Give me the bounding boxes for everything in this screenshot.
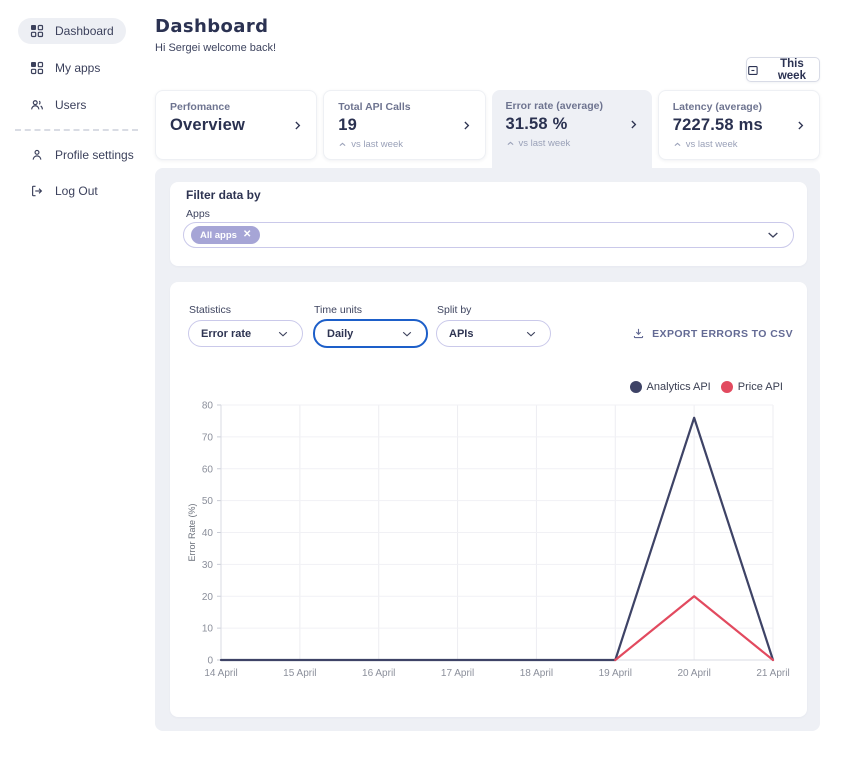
svg-text:0: 0 xyxy=(207,656,213,667)
chevron-right-icon xyxy=(460,119,473,132)
dashboard-app: Dashboard My apps Users Profile settings xyxy=(0,0,852,782)
this-week-label: This week xyxy=(765,58,819,82)
sidebar-item-label: Users xyxy=(55,98,86,112)
card-delta-label: vs last week xyxy=(519,138,571,149)
chip-label: All apps xyxy=(200,230,237,241)
chevron-down-icon xyxy=(276,327,290,341)
time-units-select[interactable]: Daily xyxy=(313,319,428,348)
time-units-label: Time units xyxy=(314,304,362,316)
download-icon xyxy=(632,327,645,340)
sidebar-item-users[interactable]: Users xyxy=(18,92,98,118)
sidebar-item-label: Profile settings xyxy=(55,148,134,162)
statistics-label: Statistics xyxy=(189,304,231,316)
chevron-right-icon xyxy=(627,118,640,131)
svg-text:30: 30 xyxy=(202,560,214,571)
export-csv-label: EXPORT ERRORS TO CSV xyxy=(652,328,793,340)
svg-text:15 April: 15 April xyxy=(283,668,316,679)
card-value: 7227.58 ms xyxy=(673,116,789,135)
grid-icon xyxy=(30,61,44,75)
svg-text:20 April: 20 April xyxy=(677,668,710,679)
split-by-select[interactable]: APIs xyxy=(436,320,551,347)
sidebar-item-profile-settings[interactable]: Profile settings xyxy=(18,142,146,168)
statistics-select[interactable]: Error rate xyxy=(188,320,303,347)
sidebar-item-label: My apps xyxy=(55,61,100,75)
card-label: Total API Calls xyxy=(338,101,454,113)
card-label: Latency (average) xyxy=(673,101,789,113)
svg-text:10: 10 xyxy=(202,624,214,635)
apps-label: Apps xyxy=(186,208,210,220)
card-label: Perfomance xyxy=(170,101,286,113)
stat-cards-row: Perfomance Overview Total API Calls 19 v… xyxy=(155,90,820,168)
card-delta: vs last week xyxy=(338,139,454,150)
statistics-card: Statistics Error rate Time units Daily S… xyxy=(170,282,807,717)
svg-text:14 April: 14 April xyxy=(204,668,237,679)
calendar-icon xyxy=(747,64,759,76)
card-label: Error rate (average) xyxy=(506,100,622,112)
error-rate-line-chart: 14 April 15 April 16 April 17 April 18 April… xyxy=(183,375,803,685)
split-by-value: APIs xyxy=(449,328,473,340)
sidebar-item-label: Dashboard xyxy=(55,24,114,38)
sidebar-item-dashboard[interactable]: Dashboard xyxy=(18,18,126,44)
card-value: 19 xyxy=(338,116,454,135)
caret-up-icon xyxy=(673,140,682,149)
svg-text:Error Rate (%): Error Rate (%) xyxy=(187,503,197,561)
sidebar-divider xyxy=(15,129,138,131)
card-total-api-calls[interactable]: Total API Calls 19 vs last week xyxy=(323,90,485,160)
card-delta-label: vs last week xyxy=(686,139,738,150)
all-apps-chip: All apps ✕ xyxy=(191,226,260,244)
chevron-down-icon xyxy=(765,227,781,243)
split-by-label: Split by xyxy=(437,304,471,316)
users-icon xyxy=(30,98,44,112)
chevron-right-icon xyxy=(291,119,304,132)
card-performance-overview[interactable]: Perfomance Overview xyxy=(155,90,317,160)
chevron-down-icon xyxy=(400,327,414,341)
sidebar: Dashboard My apps Users Profile settings xyxy=(0,0,155,782)
caret-up-icon xyxy=(338,140,347,149)
svg-text:70: 70 xyxy=(202,432,214,443)
card-delta-label: vs last week xyxy=(351,139,403,150)
person-icon xyxy=(30,148,44,162)
svg-text:16 April: 16 April xyxy=(362,668,395,679)
page-title: Dashboard xyxy=(155,16,268,37)
grid-icon xyxy=(30,24,44,38)
svg-text:17 April: 17 April xyxy=(441,668,474,679)
sidebar-item-my-apps[interactable]: My apps xyxy=(18,55,112,81)
svg-text:60: 60 xyxy=(202,464,214,475)
card-delta: vs last week xyxy=(506,138,622,149)
this-week-button[interactable]: This week xyxy=(746,57,820,82)
sidebar-item-log-out[interactable]: Log Out xyxy=(18,178,110,204)
export-csv-button[interactable]: EXPORT ERRORS TO CSV xyxy=(632,327,793,340)
svg-text:50: 50 xyxy=(202,496,214,507)
card-latency[interactable]: Latency (average) 7227.58 ms vs last wee… xyxy=(658,90,820,160)
caret-up-icon xyxy=(506,139,515,148)
card-value: Overview xyxy=(170,116,286,135)
filter-title: Filter data by xyxy=(186,188,261,202)
svg-text:20: 20 xyxy=(202,592,214,603)
statistics-value: Error rate xyxy=(201,328,251,340)
svg-text:40: 40 xyxy=(202,528,214,539)
card-delta: vs last week xyxy=(673,139,789,150)
svg-text:21 April: 21 April xyxy=(756,668,789,679)
chevron-down-icon xyxy=(524,327,538,341)
time-units-value: Daily xyxy=(327,328,353,340)
card-error-rate[interactable]: Error rate (average) 31.58 % vs last wee… xyxy=(492,90,652,168)
apps-filter-select[interactable]: All apps ✕ xyxy=(183,222,794,248)
filter-card: Filter data by Apps All apps ✕ xyxy=(170,182,807,266)
svg-text:18 April: 18 April xyxy=(520,668,553,679)
logout-icon xyxy=(30,184,44,198)
sidebar-item-label: Log Out xyxy=(55,184,98,198)
chip-close-icon[interactable]: ✕ xyxy=(243,230,251,240)
card-value: 31.58 % xyxy=(506,115,622,134)
svg-text:80: 80 xyxy=(202,401,214,412)
greeting-text: Hi Sergei welcome back! xyxy=(155,42,276,54)
svg-text:19 April: 19 April xyxy=(599,668,632,679)
chevron-right-icon xyxy=(794,119,807,132)
